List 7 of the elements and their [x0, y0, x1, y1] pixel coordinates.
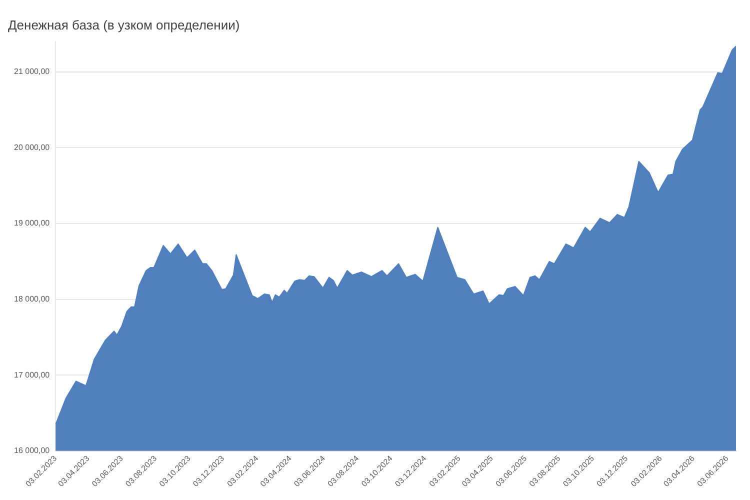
y-tick-label: 20 000,00 [14, 142, 50, 152]
y-tick-label: 16 000,00 [14, 446, 50, 456]
y-tick-label: 18 000,00 [14, 294, 50, 304]
chart-title: Денежная база (в узком определении) [8, 17, 240, 32]
y-tick-label: 19 000,00 [14, 218, 50, 228]
y-tick-label: 21 000,00 [14, 67, 50, 76]
y-tick-label: 17 000,00 [14, 370, 50, 380]
